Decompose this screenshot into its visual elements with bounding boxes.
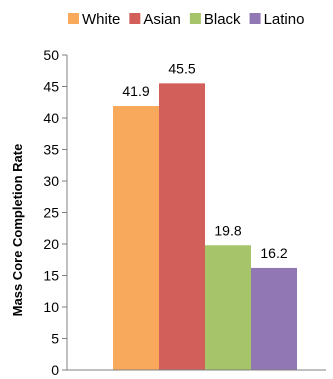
y-tick-label: 45	[43, 79, 59, 95]
legend-label-asian: Asian	[143, 11, 181, 28]
y-tick-label: 0	[51, 362, 59, 378]
y-tick-label: 25	[43, 205, 59, 221]
y-tick-label: 40	[43, 110, 59, 126]
y-tick-label: 50	[43, 47, 59, 63]
bars	[113, 83, 297, 370]
y-tick-label: 5	[51, 331, 59, 347]
y-axis: 0 5 10 15 20 25 30 35 40 45 50	[43, 47, 68, 378]
bar-asian	[159, 83, 205, 370]
data-label-black: 19.8	[214, 222, 241, 238]
data-label-white: 41.9	[122, 83, 149, 99]
data-labels: 41.9 45.5 19.8 16.2	[122, 60, 287, 261]
y-tick-label: 15	[43, 268, 59, 284]
y-tick-label: 20	[43, 236, 59, 252]
legend: White Asian Black Latino	[68, 11, 304, 28]
legend-swatch-white	[68, 13, 79, 24]
bar-black	[205, 245, 251, 370]
bar-white	[113, 106, 159, 370]
data-label-asian: 45.5	[168, 60, 195, 76]
legend-label-latino: Latino	[264, 11, 305, 28]
bar-latino	[251, 267, 297, 370]
data-label-latino: 16.2	[260, 245, 287, 261]
y-axis-title: Mass Core Completion Rate	[10, 144, 25, 317]
y-tick-label: 35	[43, 142, 59, 158]
legend-swatch-latino	[249, 13, 261, 24]
y-tick-label: 30	[43, 173, 59, 189]
y-tick-label: 10	[43, 299, 59, 315]
legend-label-white: White	[82, 11, 120, 28]
legend-swatch-black	[189, 13, 201, 24]
legend-label-black: Black	[204, 11, 241, 28]
legend-swatch-asian	[129, 13, 141, 24]
